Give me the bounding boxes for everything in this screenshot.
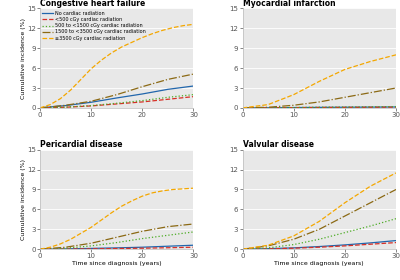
Legend: No cardiac radiation, <500 cGy cardiac radiation, 500 to <1500 cGy cardiac radia: No cardiac radiation, <500 cGy cardiac r… (42, 11, 146, 41)
Text: Congestive heart failure: Congestive heart failure (40, 0, 145, 8)
Text: Valvular disease: Valvular disease (242, 140, 314, 149)
Y-axis label: Cumulative incidence (%): Cumulative incidence (%) (20, 18, 26, 99)
X-axis label: Time since diagnosis (years): Time since diagnosis (years) (72, 261, 162, 266)
Text: Myocardial infarction: Myocardial infarction (242, 0, 335, 8)
X-axis label: Time since diagnosis (years): Time since diagnosis (years) (274, 261, 364, 266)
Text: Pericardial disease: Pericardial disease (40, 140, 122, 149)
Y-axis label: Cumulative incidence (%): Cumulative incidence (%) (20, 159, 26, 240)
